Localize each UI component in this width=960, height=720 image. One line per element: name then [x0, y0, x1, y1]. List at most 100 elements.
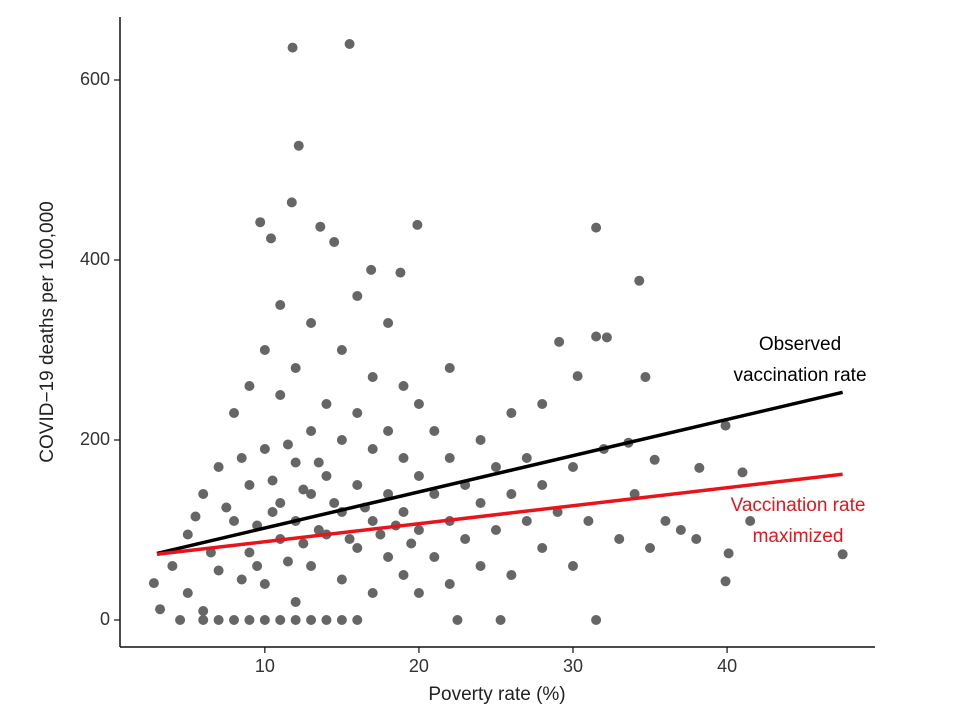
point [383, 489, 394, 499]
point [336, 574, 347, 585]
point [634, 275, 645, 286]
point [321, 615, 332, 625]
point [720, 576, 731, 587]
point [413, 525, 424, 535]
point [490, 462, 501, 472]
point [315, 221, 326, 232]
point [290, 363, 301, 373]
point [236, 453, 247, 463]
point [398, 507, 409, 517]
point [275, 390, 286, 400]
point [429, 552, 440, 562]
point [244, 547, 255, 558]
point [244, 480, 255, 490]
point [554, 336, 565, 347]
point [244, 615, 255, 625]
trend-line [156, 390, 844, 556]
point [290, 457, 301, 468]
point [290, 597, 301, 607]
point [568, 561, 578, 571]
point [298, 484, 309, 495]
point [313, 457, 324, 468]
point [344, 39, 355, 49]
point [413, 471, 424, 481]
point [583, 516, 594, 526]
point [255, 217, 266, 228]
point [475, 561, 486, 571]
point [495, 615, 506, 625]
point [259, 579, 270, 589]
point [395, 267, 406, 278]
point [444, 363, 455, 373]
point [266, 233, 276, 244]
point [521, 453, 532, 463]
point [475, 435, 486, 445]
point [213, 615, 224, 625]
y-tick-label: 600 [80, 69, 110, 89]
point [429, 426, 440, 436]
point [198, 615, 209, 625]
point [660, 516, 671, 526]
point [537, 543, 548, 553]
point [429, 489, 440, 499]
point [306, 318, 317, 328]
point [537, 480, 548, 490]
point [148, 578, 159, 589]
point [275, 615, 286, 625]
point [367, 588, 378, 598]
point [398, 381, 409, 391]
point [352, 615, 363, 625]
point [352, 408, 363, 418]
point [837, 549, 848, 560]
point [366, 264, 377, 275]
point [229, 408, 240, 418]
point [182, 588, 193, 598]
y-tick-label: 0 [100, 609, 110, 629]
point [198, 489, 209, 499]
point [306, 561, 317, 571]
point [691, 534, 702, 544]
y-axis-label: COVID−19 deaths per 100,000 [37, 201, 58, 462]
x-axis-label: Poverty rate (%) [428, 684, 565, 705]
point [506, 570, 517, 580]
point [155, 604, 166, 615]
point [352, 543, 363, 553]
point [259, 345, 270, 355]
x-tick-label: 40 [717, 656, 737, 676]
point [723, 548, 734, 559]
point [282, 556, 293, 567]
point [190, 511, 201, 522]
point [521, 516, 532, 526]
point [236, 574, 247, 585]
point [490, 525, 501, 535]
point [591, 615, 602, 625]
point [645, 543, 656, 553]
point [367, 372, 378, 382]
point [286, 197, 297, 208]
point [452, 615, 463, 625]
point [267, 507, 278, 517]
point [413, 588, 424, 598]
point [336, 435, 347, 445]
point [572, 371, 583, 382]
point [259, 615, 270, 625]
point [614, 534, 625, 544]
point [329, 498, 340, 508]
point [367, 444, 378, 454]
x-tick-label: 20 [409, 656, 429, 676]
point [444, 579, 455, 589]
x-tick-label: 30 [563, 656, 583, 676]
point [649, 454, 660, 465]
line-annotation: vaccination rate [733, 365, 866, 386]
point [568, 462, 578, 472]
point [306, 615, 317, 625]
point [275, 498, 286, 508]
point [506, 408, 517, 418]
point [591, 222, 602, 233]
point [444, 453, 455, 463]
point [282, 439, 293, 450]
point [298, 538, 309, 549]
point [252, 561, 263, 571]
line-annotation: Observed [759, 334, 841, 355]
